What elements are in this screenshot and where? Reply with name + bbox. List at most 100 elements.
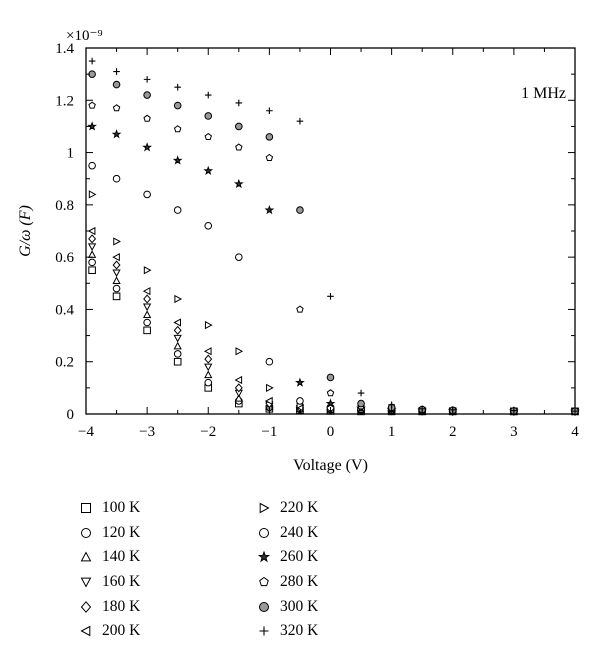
x-tick-label: 3 (510, 424, 518, 440)
data-point (235, 143, 243, 151)
legend-item: 160 K (78, 570, 140, 595)
legend-label: 180 K (102, 597, 141, 615)
data-point (204, 363, 213, 372)
data-point (112, 104, 121, 112)
data-point (172, 155, 183, 165)
data-point (265, 396, 273, 406)
data-point (88, 57, 96, 65)
data-point (234, 375, 243, 385)
data-point (173, 341, 182, 350)
legend-marker (259, 626, 269, 636)
data-point (235, 99, 243, 107)
data-point (203, 347, 212, 356)
data-point (204, 354, 213, 364)
data-point (88, 234, 97, 244)
legend-marker (80, 600, 92, 613)
series-200k (87, 226, 579, 416)
legend-item: 260 K (256, 545, 318, 570)
y-tick-label: 0.8 (55, 198, 74, 214)
legend-column-right: 220 K 240 K 260 K 280 K 300 K 320 K (256, 496, 318, 644)
data-point (112, 276, 121, 284)
x-tick-label: −4 (78, 424, 94, 440)
series-260k (87, 121, 580, 416)
data-point (112, 260, 121, 270)
series-320k (88, 57, 579, 415)
data-point (112, 174, 121, 183)
series-160k (87, 243, 580, 416)
series-220k (88, 190, 580, 416)
legend-item: 200 K (78, 619, 140, 644)
y-multiplier: ×10⁻⁹ (66, 28, 103, 44)
data-point (327, 293, 334, 300)
data-point (257, 551, 271, 563)
data-point (88, 161, 96, 170)
data-point (203, 165, 214, 176)
data-point (265, 153, 274, 161)
y-tick-label: 0.6 (55, 250, 74, 266)
data-point (88, 258, 96, 267)
data-point (296, 397, 304, 405)
legend-marker (257, 551, 271, 563)
data-point (81, 503, 91, 514)
data-point (204, 132, 212, 141)
data-point (235, 347, 244, 356)
data-point (112, 292, 121, 301)
data-point (112, 253, 120, 262)
legend-label: 320 K (280, 622, 319, 640)
x-tick-label: 4 (571, 424, 579, 440)
data-point (234, 393, 243, 402)
data-point (80, 551, 92, 562)
data-point (143, 294, 152, 304)
series-layer (87, 57, 580, 416)
legend-label: 300 K (280, 597, 319, 615)
data-point (296, 206, 304, 214)
legend-label: 280 K (280, 573, 319, 591)
data-point (259, 576, 269, 587)
x-tick-label: 0 (327, 424, 335, 440)
data-point (142, 286, 151, 296)
frequency-annotation: 1 MHz (521, 85, 566, 102)
data-point (113, 237, 121, 246)
data-point (204, 221, 213, 230)
data-point (142, 142, 152, 152)
legend-column-left: 100 K 120 K 140 K 160 K 180 K 200 K (78, 496, 140, 644)
x-tick-label: −2 (200, 424, 216, 440)
data-point (112, 80, 121, 89)
data-point (173, 325, 182, 335)
y-axis-label: G/ω (F) (17, 205, 34, 257)
series-180k (88, 234, 579, 416)
x-tick-label: −1 (261, 424, 277, 440)
data-point (174, 294, 183, 304)
data-point (174, 83, 181, 91)
data-point (326, 373, 335, 382)
data-point (173, 318, 181, 327)
data-point (112, 269, 121, 278)
legend-marker (81, 503, 91, 514)
data-point (204, 378, 213, 387)
legend-item: 220 K (256, 496, 318, 521)
data-point (259, 527, 269, 538)
legend-label: 200 K (102, 622, 141, 640)
data-point (111, 129, 122, 139)
data-point (259, 626, 269, 636)
legend-item: 300 K (256, 594, 318, 619)
data-point (265, 133, 274, 141)
legend-marker (80, 551, 92, 562)
series-120k (88, 258, 579, 416)
data-point (143, 326, 151, 335)
legend: 100 K 120 K 140 K 160 K 180 K 200 K 220 K 240 … (78, 496, 398, 656)
legend-marker (259, 527, 269, 538)
data-point (143, 190, 151, 199)
x-tick-label: 1 (388, 424, 396, 440)
data-point (80, 577, 92, 588)
y-tick-label: 1 (67, 146, 75, 162)
plot-frame (85, 47, 576, 415)
legend-label: 120 K (102, 523, 141, 541)
ticks: −4 −3 −2 −1 0 1 2 3 4 0 0.2 0.4 0.6 0.8 1 1.2 1.4 (55, 41, 579, 440)
data-point (112, 284, 121, 293)
data-point (81, 527, 91, 538)
y-tick-label: 0 (67, 407, 75, 423)
data-point (235, 253, 243, 261)
data-point (357, 389, 365, 397)
data-point (87, 250, 97, 258)
